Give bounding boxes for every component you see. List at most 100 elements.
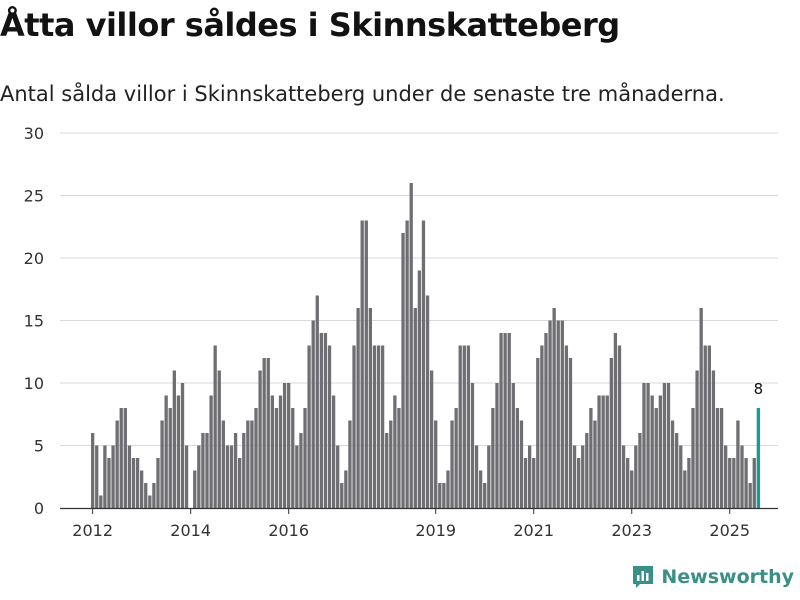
brand-name: Newsworthy [661, 566, 794, 588]
bar [307, 345, 311, 508]
bar [417, 270, 422, 508]
bar [336, 445, 340, 508]
bar [217, 370, 221, 508]
bar [364, 220, 368, 508]
bar [589, 408, 593, 508]
bar [634, 445, 638, 508]
bar [630, 470, 634, 508]
bar [654, 408, 658, 508]
bar [299, 433, 303, 508]
bar [311, 320, 315, 508]
bar [168, 408, 172, 508]
bar [434, 420, 438, 508]
bar [523, 458, 528, 508]
bar [450, 420, 454, 508]
bar [724, 445, 728, 508]
bar [519, 420, 524, 508]
bar [262, 358, 266, 508]
bar [380, 345, 385, 508]
bar [662, 383, 667, 508]
y-tick-label: 0 [34, 499, 44, 518]
bar [658, 395, 662, 508]
bar [748, 483, 752, 508]
bar [278, 395, 283, 508]
data-label: 8 [754, 380, 764, 398]
bar [507, 333, 511, 508]
bar [180, 383, 185, 508]
bar [715, 408, 720, 508]
bar [581, 445, 585, 508]
bar [491, 408, 495, 508]
bar [458, 345, 462, 508]
bar [679, 445, 683, 508]
bar [691, 408, 695, 508]
bar [687, 458, 691, 508]
bar [670, 420, 675, 508]
bar [556, 320, 560, 508]
bar [597, 395, 601, 508]
bar [470, 383, 475, 508]
bar [164, 395, 168, 508]
bar [107, 458, 111, 508]
bar [274, 408, 279, 508]
bar [646, 383, 650, 508]
bar [675, 433, 679, 508]
bar [340, 483, 344, 508]
bar [250, 420, 254, 508]
bar [213, 345, 217, 508]
bar [270, 395, 274, 508]
bar [242, 433, 246, 508]
bar [593, 420, 597, 508]
bar [560, 320, 564, 508]
x-tick-label: 2023 [611, 521, 652, 540]
bar [352, 345, 356, 508]
bar [348, 420, 352, 508]
bar [552, 308, 556, 508]
bar [397, 408, 401, 508]
x-tick-label: 2019 [415, 521, 456, 540]
bar [156, 458, 160, 508]
bar [172, 370, 176, 508]
bar [405, 220, 409, 508]
bar [233, 433, 238, 508]
y-tick-label: 20 [24, 249, 44, 268]
bar [609, 358, 613, 508]
bar [209, 395, 213, 508]
bar [225, 445, 230, 508]
bar [131, 458, 136, 508]
bar [503, 333, 507, 508]
bar [385, 433, 389, 508]
bar [376, 345, 381, 508]
y-tick-label: 15 [24, 312, 44, 331]
bar [152, 483, 156, 508]
bar [728, 458, 732, 508]
bar [540, 345, 544, 508]
bar [642, 383, 646, 508]
bar [111, 445, 115, 508]
bar [266, 358, 270, 508]
bar [605, 395, 609, 508]
chart-subtitle: Antal sålda villor i Skinnskatteberg und… [0, 82, 725, 106]
bar [140, 470, 144, 508]
bar [344, 470, 348, 508]
bar [413, 308, 417, 508]
bar [532, 458, 536, 508]
bar [536, 358, 540, 508]
bar [699, 308, 703, 508]
x-tick-label: 2016 [268, 521, 309, 540]
bar [409, 183, 413, 508]
bar [474, 445, 479, 508]
bar [601, 395, 605, 508]
chart-title: Åtta villor såldes i Skinnskatteberg [0, 6, 620, 44]
y-tick-label: 5 [34, 437, 44, 456]
x-tick-label: 2021 [513, 521, 554, 540]
bar [393, 395, 397, 508]
bar [421, 220, 426, 508]
bar [429, 370, 434, 508]
bar [229, 445, 234, 508]
bar [119, 408, 123, 508]
bar [91, 433, 95, 508]
bar [650, 395, 654, 508]
bar [740, 445, 744, 508]
bar [577, 458, 581, 508]
